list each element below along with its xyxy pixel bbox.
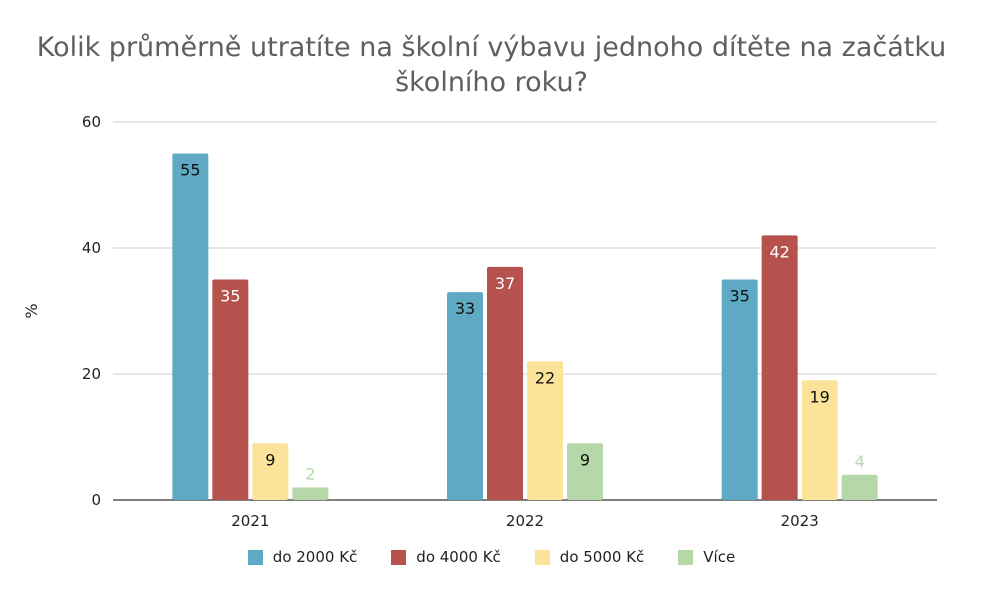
legend-item: do 5000 Kč — [534, 548, 645, 566]
bar — [252, 443, 289, 500]
data-label: 4 — [855, 452, 865, 471]
bar — [721, 279, 758, 500]
legend-label: Více — [703, 548, 736, 566]
bar — [172, 153, 209, 500]
data-label: 19 — [809, 387, 829, 406]
legend-swatch — [247, 549, 263, 565]
data-label: 9 — [580, 450, 590, 469]
data-label: 37 — [495, 274, 515, 293]
y-axis-label: % — [22, 303, 41, 318]
legend-item: do 4000 Kč — [391, 548, 501, 566]
data-label: 22 — [535, 368, 555, 387]
legend-item: Více — [678, 548, 735, 566]
data-label: 42 — [769, 242, 789, 261]
y-tick-label: 40 — [82, 239, 101, 257]
x-tick-label: 2021 — [231, 512, 269, 530]
chart-title-line-1: Kolik průměrně utratíte na školní výbavu… — [36, 32, 947, 63]
data-label: 35 — [729, 287, 749, 306]
bar — [841, 474, 878, 500]
legend-swatch — [678, 549, 694, 565]
data-label: 33 — [455, 299, 475, 318]
chart-legend: do 2000 Kč do 4000 Kč do 5000 Kč Více — [0, 548, 983, 566]
y-tick-label: 60 — [82, 113, 101, 131]
y-tick-label: 0 — [91, 491, 101, 509]
legend-item: do 2000 Kč — [247, 548, 358, 566]
chart-title: Kolik průměrně utratíte na školní výbavu… — [0, 30, 983, 100]
legend-label: do 4000 Kč — [416, 548, 501, 566]
bar — [447, 292, 483, 500]
bar — [527, 361, 563, 500]
bar — [761, 235, 798, 500]
chart-title-line-2: školního roku? — [395, 67, 588, 98]
bar — [801, 380, 838, 500]
x-tick-label: 2023 — [781, 512, 819, 530]
bar — [292, 487, 329, 500]
data-label: 35 — [220, 287, 240, 306]
data-label: 55 — [180, 161, 200, 180]
x-tick-label: 2022 — [506, 512, 544, 530]
bar — [212, 279, 249, 500]
y-tick-label: 20 — [82, 365, 101, 383]
legend-swatch — [391, 549, 407, 565]
data-label: 9 — [265, 450, 275, 469]
legend-label: do 2000 Kč — [272, 548, 358, 566]
bar — [487, 266, 523, 500]
bar — [567, 443, 603, 500]
data-label: 2 — [305, 464, 315, 483]
legend-swatch — [534, 549, 550, 565]
legend-label: do 5000 Kč — [559, 548, 645, 566]
